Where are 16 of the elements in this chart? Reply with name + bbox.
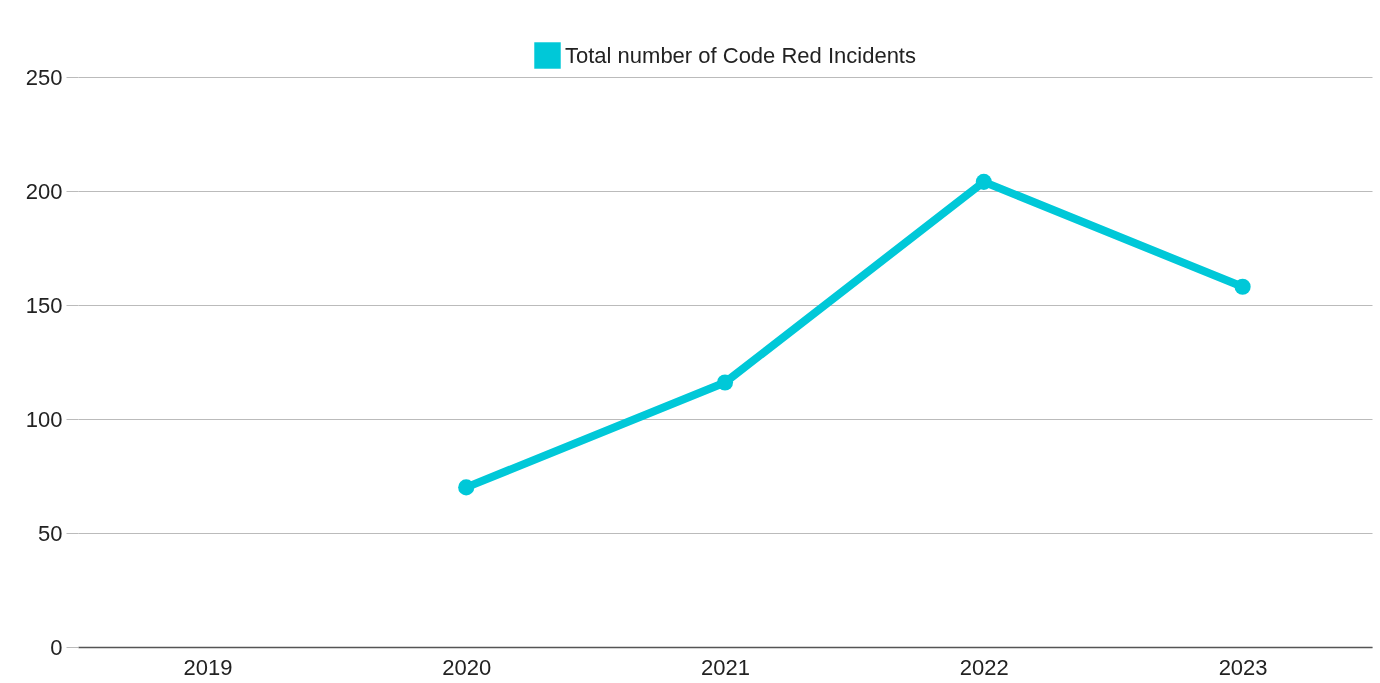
y-tick-label: 200 (25, 178, 63, 204)
x-tick-label: 2019 (183, 654, 233, 680)
x-tick-label: 2021 (701, 654, 750, 680)
y-tick-label: 50 (38, 520, 63, 546)
point (716, 374, 734, 391)
y-tick-label: 0 (50, 634, 63, 660)
point (458, 479, 475, 496)
point (975, 173, 992, 190)
x-tick-label: 2022 (959, 654, 1009, 680)
y-tick-label: 100 (25, 406, 63, 432)
point (1234, 278, 1251, 295)
y-tick-label: 150 (25, 292, 63, 318)
x-tick-label: 2020 (442, 654, 492, 680)
legend-label: Total number of Code Red Incidents (565, 42, 916, 68)
y-tick-label: 250 (25, 64, 63, 90)
x-tick-label: 2023 (1218, 654, 1268, 680)
